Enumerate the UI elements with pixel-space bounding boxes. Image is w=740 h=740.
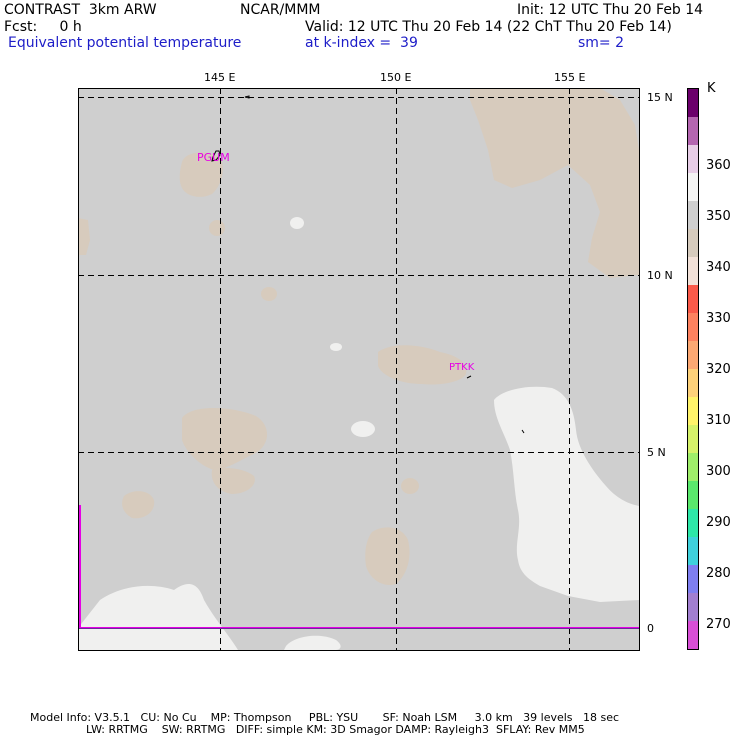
colorbar-segment	[688, 285, 698, 313]
colorbar-segment	[688, 537, 698, 565]
colorbar-segment	[688, 313, 698, 341]
light-region-1	[290, 217, 304, 229]
colorbar-segment	[688, 145, 698, 173]
model-info-line2: LW: RRTMG SW: RRTMG DIFF: simple KM: 3D …	[30, 723, 585, 736]
light-region-e	[494, 386, 639, 602]
colorbar	[687, 88, 699, 650]
tan-region-guam	[179, 152, 223, 197]
colorbar-segment	[688, 481, 698, 509]
colorbar-segment	[688, 173, 698, 201]
colorbar-segment	[688, 509, 698, 537]
colorbar-segment	[688, 201, 698, 229]
model-title: CONTRAST 3km ARW	[4, 2, 157, 18]
tan-region-s	[365, 527, 410, 586]
colorbar-unit: K	[707, 81, 716, 96]
map-frame	[78, 88, 640, 651]
forecast-hour: Fcst: 0 h	[4, 19, 82, 35]
init-time: Init: 12 UTC Thu 20 Feb 14	[517, 2, 704, 18]
valid-time: Valid: 12 UTC Thu 20 Feb 14 (22 ChT Thu …	[305, 19, 672, 35]
tan-region-sw	[182, 408, 268, 470]
lon-label-155: 155 E	[554, 71, 586, 84]
colorbar-label: 340	[706, 260, 731, 275]
light-region-sw	[78, 584, 238, 650]
colorbar-label: 300	[706, 464, 731, 479]
colorbar-label: 360	[706, 158, 731, 173]
colorbar-label: 330	[706, 311, 731, 326]
colorbar-segment	[688, 229, 698, 257]
tan-region-small-1	[209, 220, 225, 236]
colorbar-segment	[688, 341, 698, 369]
light-region-2	[330, 343, 342, 351]
colorbar-label: 270	[706, 617, 731, 632]
tan-region-w-edge	[78, 218, 90, 255]
model-info-line1: Model Info: V3.5.1 CU: No Cu MP: Thompso…	[30, 711, 620, 724]
colorbar-segment	[688, 397, 698, 425]
colorbar-segment	[688, 621, 698, 649]
graticule	[78, 88, 639, 650]
light-region-3	[351, 421, 375, 437]
colorbar-label: 350	[706, 209, 731, 224]
lat-label-15n: 15 N	[647, 91, 673, 104]
station-label-ptkk: PTKK	[449, 362, 475, 373]
level-info: at k-index = 39	[305, 35, 418, 51]
light-region-s	[284, 635, 341, 650]
lat-label-0: 0	[647, 622, 654, 635]
smoothing-info: sm= 2	[578, 35, 625, 51]
colorbar-segment	[688, 257, 698, 285]
colorbar-segment	[688, 425, 698, 453]
colorbar-segment	[688, 369, 698, 397]
colorbar-label: 310	[706, 413, 731, 428]
colorbar-label: 290	[706, 515, 731, 530]
tan-region-sw-2	[211, 468, 255, 494]
field-name: Equivalent potential temperature	[8, 35, 242, 51]
tan-region-chuuk	[378, 345, 467, 385]
lon-label-150: 150 E	[380, 71, 412, 84]
colorbar-segment	[688, 89, 698, 117]
colorbar-segment	[688, 453, 698, 481]
lat-label-10n: 10 N	[647, 269, 673, 282]
colorbar-segment	[688, 117, 698, 145]
station-label-pgum: PGUM	[197, 151, 230, 164]
tan-region-small-2	[261, 287, 277, 301]
tan-region-ne	[470, 88, 639, 278]
colorbar-segment	[688, 565, 698, 593]
colorbar-label: 320	[706, 362, 731, 377]
colorbar-label: 280	[706, 566, 731, 581]
lat-label-5n: 5 N	[647, 446, 666, 459]
center-name: NCAR/MMM	[240, 2, 321, 18]
coast-guam	[211, 150, 221, 162]
tan-region-w	[122, 491, 155, 519]
lon-label-145: 145 E	[204, 71, 236, 84]
coast-chuuk	[466, 375, 472, 379]
tan-region-s-small	[401, 478, 419, 494]
colorbar-segment	[688, 593, 698, 621]
coast-island-e	[521, 429, 525, 434]
light-regions	[78, 217, 639, 650]
